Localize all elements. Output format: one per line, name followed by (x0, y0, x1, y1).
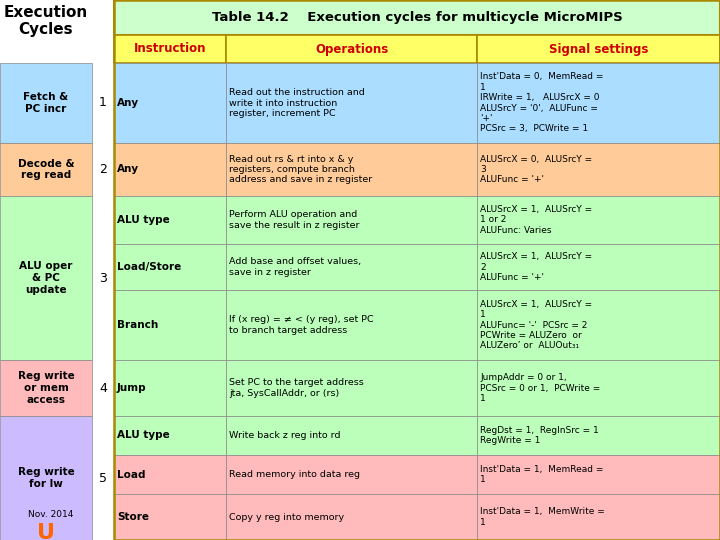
Bar (477, 196, 720, 244)
Bar (226, 244, 477, 290)
Bar (114, 63, 226, 143)
Text: U: U (37, 523, 55, 540)
Text: Branch: Branch (117, 320, 158, 330)
Text: Execution
Cycles: Execution Cycles (4, 5, 88, 37)
Text: 3: 3 (99, 272, 107, 285)
Text: Add base and offset values,
save in z register: Add base and offset values, save in z re… (229, 257, 361, 276)
Text: JumpAddr = 0 or 1,
PCSrc = 0 or 1,  PCWrite =
1: JumpAddr = 0 or 1, PCSrc = 0 or 1, PCWri… (480, 373, 600, 403)
Text: ALUSrcX = 1,  ALUSrcY =
1 or 2
ALUFunc: Varies: ALUSrcX = 1, ALUSrcY = 1 or 2 ALUFunc: V… (480, 205, 592, 235)
Bar (477, 290, 720, 360)
Bar (114, 360, 226, 416)
Bar (226, 35, 477, 63)
Bar (477, 244, 720, 290)
Text: 4: 4 (99, 381, 107, 395)
Text: Decode &
reg read: Decode & reg read (18, 159, 74, 180)
Text: Load: Load (117, 469, 145, 480)
Text: Load/Store: Load/Store (117, 262, 181, 272)
Text: Signal settings: Signal settings (549, 43, 648, 56)
Text: Jump: Jump (117, 383, 147, 393)
Bar (226, 143, 477, 196)
Bar (0, 416, 92, 540)
Text: RegDst = 1,  RegInSrc = 1
RegWrite = 1: RegDst = 1, RegInSrc = 1 RegWrite = 1 (480, 426, 599, 445)
Bar (114, 0, 720, 540)
Text: Reg write
or mem
access: Reg write or mem access (17, 372, 74, 404)
Text: ALUSrcX = 1,  ALUSrcY =
1
ALUFunc= '-'  PCSrc = 2
PCWrite = ALUZero  or
ALUZero’: ALUSrcX = 1, ALUSrcY = 1 ALUFunc= '-' PC… (480, 300, 592, 350)
Bar (0, 196, 92, 360)
Text: ALU type: ALU type (117, 215, 170, 225)
Text: ALU oper
& PC
update: ALU oper & PC update (19, 261, 73, 295)
Bar (114, 494, 226, 540)
Bar (0, 143, 92, 196)
Bar (114, 455, 226, 494)
Text: Perform ALU operation and
save the result in z register: Perform ALU operation and save the resul… (229, 210, 359, 230)
Bar (114, 35, 226, 63)
Text: If (x reg) = ≠ < (y reg), set PC
to branch target address: If (x reg) = ≠ < (y reg), set PC to bran… (229, 315, 374, 335)
Bar (226, 494, 477, 540)
Bar (114, 0, 720, 35)
Text: Inst'Data = 1,  MemRead =
1: Inst'Data = 1, MemRead = 1 (480, 465, 603, 484)
Bar (477, 360, 720, 416)
Text: Read memory into data reg: Read memory into data reg (229, 470, 360, 479)
Bar (0, 360, 92, 416)
Bar (114, 416, 226, 455)
Text: Set PC to the target address
jta, SysCallAddr, or (rs): Set PC to the target address jta, SysCal… (229, 379, 364, 397)
Text: Instruction: Instruction (134, 43, 206, 56)
Bar (0, 63, 92, 143)
Text: Any: Any (117, 165, 139, 174)
Bar (477, 416, 720, 455)
Text: Operations: Operations (315, 43, 388, 56)
Text: ALUSrcX = 1,  ALUSrcY =
2
ALUFunc = '+': ALUSrcX = 1, ALUSrcY = 2 ALUFunc = '+' (480, 252, 592, 282)
Text: Nov. 2014: Nov. 2014 (28, 510, 73, 519)
Bar (477, 143, 720, 196)
Bar (226, 416, 477, 455)
Bar (477, 35, 720, 63)
Text: 1: 1 (99, 97, 107, 110)
Bar (477, 63, 720, 143)
Bar (114, 290, 226, 360)
Text: Copy y reg into memory: Copy y reg into memory (229, 512, 344, 522)
Text: Read out the instruction and
write it into instruction
register, increment PC: Read out the instruction and write it in… (229, 88, 365, 118)
Text: Reg write
for lw: Reg write for lw (17, 467, 74, 489)
Bar (226, 290, 477, 360)
Text: 2: 2 (99, 163, 107, 176)
Bar (477, 455, 720, 494)
Text: Inst'Data = 0,  MemRead =
1
IRWrite = 1,   ALUSrcX = 0
ALUSrcY = '0',  ALUFunc =: Inst'Data = 0, MemRead = 1 IRWrite = 1, … (480, 72, 603, 133)
Bar (114, 196, 226, 244)
Text: ALUSrcX = 0,  ALUSrcY =
3
ALUFunc = '+': ALUSrcX = 0, ALUSrcY = 3 ALUFunc = '+' (480, 154, 592, 184)
Text: Table 14.2    Execution cycles for multicycle MicroMIPS: Table 14.2 Execution cycles for multicyc… (212, 11, 622, 24)
Text: 5: 5 (99, 471, 107, 484)
Text: Read out rs & rt into x & y
registers, compute branch
address and save in z regi: Read out rs & rt into x & y registers, c… (229, 154, 372, 184)
Text: Fetch &
PC incr: Fetch & PC incr (24, 92, 68, 114)
Bar (477, 494, 720, 540)
Text: Any: Any (117, 98, 139, 108)
Text: Inst'Data = 1,  MemWrite =
1: Inst'Data = 1, MemWrite = 1 (480, 507, 605, 526)
Text: Store: Store (117, 512, 149, 522)
Bar (114, 244, 226, 290)
Bar (226, 63, 477, 143)
Bar (226, 360, 477, 416)
Bar (114, 143, 226, 196)
Text: ALU type: ALU type (117, 430, 170, 441)
Bar (226, 196, 477, 244)
Text: Write back z reg into rd: Write back z reg into rd (229, 431, 341, 440)
Bar (226, 455, 477, 494)
